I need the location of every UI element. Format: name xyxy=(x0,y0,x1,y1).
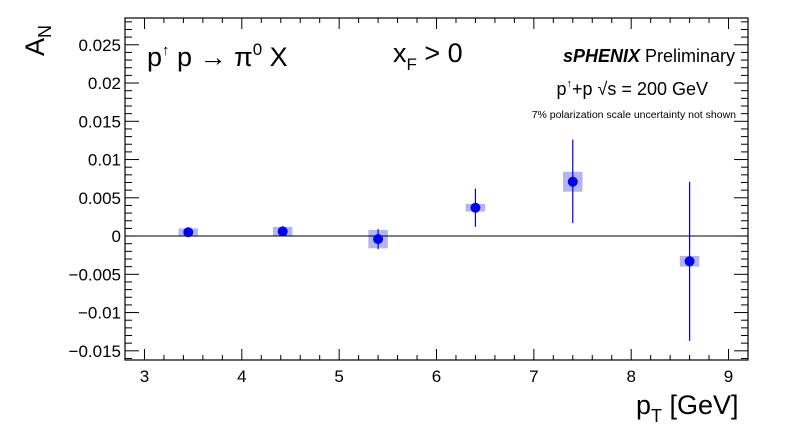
y-tick-label: 0.01 xyxy=(88,151,121,170)
data-points xyxy=(183,176,695,267)
statistical-error-bars xyxy=(187,139,691,341)
data-point xyxy=(183,227,194,238)
process-label: p↑ p → π0 X xyxy=(147,40,288,72)
y-tick-label: 0.025 xyxy=(78,36,121,55)
data-point xyxy=(684,256,695,267)
y-tick-label: −0.015 xyxy=(69,342,121,361)
y-tick-label: −0.005 xyxy=(69,265,121,284)
data-point xyxy=(567,176,578,187)
data-point xyxy=(277,226,288,237)
polarization-note: 7% polarization scale uncertainty not sh… xyxy=(532,109,736,121)
x-tick-label: 4 xyxy=(237,367,246,386)
y-tick-label: 0.015 xyxy=(78,112,121,131)
y-tick-label: −0.01 xyxy=(78,304,121,323)
x-tick-label: 5 xyxy=(334,367,343,386)
experiment-label: sPHENIX Preliminary xyxy=(563,46,735,66)
x-axis-ticks: 3 4 5 6 7 8 9 xyxy=(124,18,749,386)
x-tick-label: 8 xyxy=(626,367,635,386)
xf-cut-label: xF > 0 xyxy=(393,38,463,74)
data-point xyxy=(470,202,481,213)
y-tick-label: 0.02 xyxy=(88,74,121,93)
y-axis-ticks: −0.015 −0.01 −0.005 0 0.005 0.01 0.015 0.02 0.02… xyxy=(69,21,748,361)
systematic-uncertainty-boxes xyxy=(178,171,700,267)
y-axis-title: AN xyxy=(20,25,55,56)
x-tick-label: 3 xyxy=(140,367,149,386)
x-tick-label: 9 xyxy=(724,367,733,386)
beam-energy-label: p↑+p √s = 200 GeV xyxy=(557,78,708,99)
y-tick-label: 0.005 xyxy=(78,189,121,208)
y-tick-label: 0 xyxy=(112,227,121,246)
x-tick-label: 6 xyxy=(432,367,441,386)
data-point xyxy=(373,234,384,245)
x-axis-title: pT [GeV] xyxy=(636,390,739,426)
x-tick-label: 7 xyxy=(529,367,538,386)
